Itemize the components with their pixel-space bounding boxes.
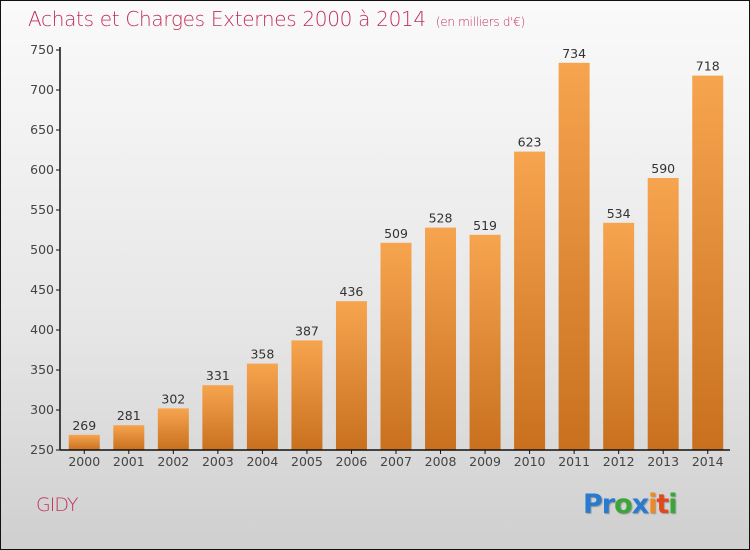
bar-2012 xyxy=(603,222,635,450)
x-tick-label: 2000 xyxy=(68,454,100,469)
x-tick-label: 2002 xyxy=(157,454,189,469)
value-label: 302 xyxy=(161,391,185,406)
logo-letter: o xyxy=(614,489,633,520)
bar-2010 xyxy=(514,151,546,450)
x-tick-label: 2001 xyxy=(113,454,145,469)
y-tick-label: 750 xyxy=(30,42,54,57)
logo-letter: t xyxy=(656,489,669,520)
value-label: 734 xyxy=(562,46,586,61)
value-label: 534 xyxy=(607,206,631,221)
x-tick-label: 2013 xyxy=(647,454,679,469)
bar-2003 xyxy=(202,385,234,450)
x-tick-label: 2012 xyxy=(603,454,635,469)
city-name: GIDY xyxy=(36,494,79,516)
bar-2001 xyxy=(113,425,145,450)
proxiti-logo[interactable]: Proxiti xyxy=(583,489,678,520)
value-label: 436 xyxy=(340,284,364,299)
x-tick-label: 2008 xyxy=(425,454,457,469)
x-tick-label: 2007 xyxy=(380,454,412,469)
bar-2009 xyxy=(469,234,501,450)
x-tick-label: 2011 xyxy=(558,454,590,469)
y-tick-label: 700 xyxy=(30,82,54,97)
x-tick-label: 2005 xyxy=(291,454,323,469)
value-label: 269 xyxy=(72,418,96,433)
y-tick-label: 650 xyxy=(30,122,54,137)
x-tick-label: 2004 xyxy=(246,454,278,469)
y-tick-label: 450 xyxy=(30,282,54,297)
chart-title: Achats et Charges Externes 2000 à 2014 (e… xyxy=(28,7,525,31)
bar-2008 xyxy=(425,227,457,450)
bar-2005 xyxy=(291,340,323,450)
bar-2007 xyxy=(380,242,412,450)
bar-2004 xyxy=(246,363,278,450)
y-tick-label: 250 xyxy=(30,442,54,457)
y-tick-label: 600 xyxy=(30,162,54,177)
bar-2014 xyxy=(692,75,724,450)
value-label: 358 xyxy=(250,347,274,362)
value-label: 718 xyxy=(696,59,720,74)
y-tick-label: 350 xyxy=(30,362,54,377)
chart-title-text: Achats et Charges Externes 2000 à 2014 xyxy=(28,7,426,31)
value-label: 281 xyxy=(117,408,141,423)
logo-letter: i xyxy=(648,489,657,520)
y-tick-label: 400 xyxy=(30,322,54,337)
logo-letter: x xyxy=(631,489,649,520)
y-tick-label: 300 xyxy=(30,402,54,417)
bar-2013 xyxy=(647,178,679,450)
bar-2002 xyxy=(157,408,189,450)
value-label: 590 xyxy=(651,161,675,176)
y-tick-label: 550 xyxy=(30,202,54,217)
bar-2000 xyxy=(68,434,100,450)
y-tick-label: 500 xyxy=(30,242,54,257)
value-label: 623 xyxy=(518,135,542,150)
value-label: 387 xyxy=(295,323,319,338)
x-tick-label: 2010 xyxy=(514,454,546,469)
x-tick-label: 2003 xyxy=(202,454,234,469)
logo-letter: r xyxy=(601,489,615,520)
value-label: 331 xyxy=(206,368,230,383)
x-tick-label: 2009 xyxy=(469,454,501,469)
value-label: 509 xyxy=(384,226,408,241)
bar-2011 xyxy=(558,62,590,451)
x-tick-label: 2006 xyxy=(336,454,368,469)
x-tick-label: 2014 xyxy=(692,454,724,469)
value-label: 519 xyxy=(473,218,497,233)
value-label: 528 xyxy=(429,211,453,226)
bar-2006 xyxy=(335,301,367,450)
chart-unit: (en milliers d'€) xyxy=(435,15,525,29)
logo-letter: i xyxy=(668,489,677,520)
logo-letter: P xyxy=(583,489,603,520)
